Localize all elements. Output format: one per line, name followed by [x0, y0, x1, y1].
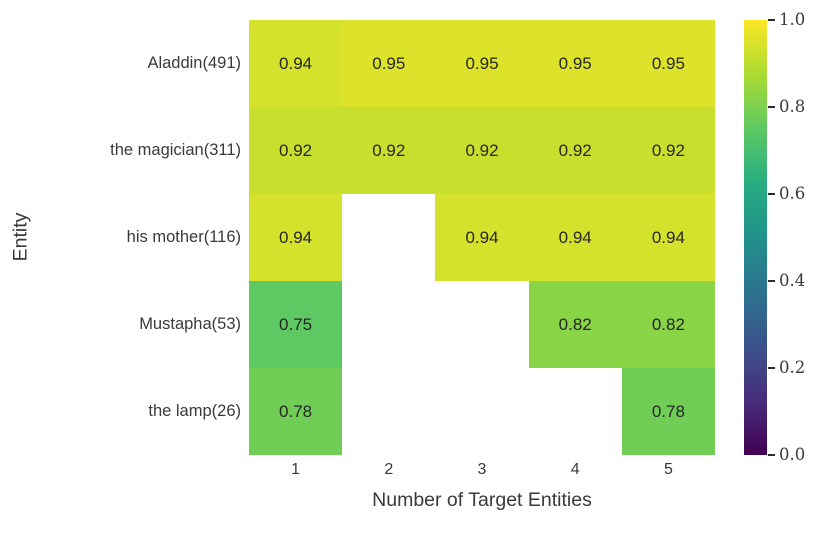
y-tick-label: the lamp(26): [148, 402, 241, 420]
heatmap-cell: 0.95: [621, 20, 715, 107]
heatmap-cell: 0.95: [435, 20, 529, 107]
colorbar-tick-label: 0.8: [779, 97, 806, 117]
colorbar-tick-label: 1.0: [779, 10, 806, 30]
heatmap-cell: 0.94: [249, 194, 343, 281]
x-tick-label: 4: [570, 461, 580, 478]
heatmap-grid: 0.94 0.95 0.95 0.95 0.95 0.92 0.92 0.92 0.92 0.92…: [249, 20, 715, 455]
x-tick-label: 5: [663, 461, 673, 478]
heatmap-cell: 0.94: [621, 194, 715, 281]
colorbar-tick-mark: [768, 193, 775, 195]
heatmap-cell: 0.92: [435, 107, 529, 194]
colorbar-tick-mark: [768, 106, 775, 108]
x-tick-label: 2: [384, 461, 394, 478]
heatmap-cell: 0.92: [528, 107, 622, 194]
heatmap-cell: 0.94: [435, 194, 529, 281]
heatmap-cell: 0.95: [528, 20, 622, 107]
heatmap-cell: 0.75: [249, 281, 343, 368]
colorbar-tick-mark: [768, 454, 775, 456]
x-tick-label: 1: [291, 461, 301, 478]
y-tick-label: Aladdin(491): [147, 54, 241, 72]
heatmap-cell: 0.92: [342, 107, 436, 194]
colorbar-tick-label: 0.0: [779, 445, 806, 465]
heatmap-cell: 0.82: [621, 281, 715, 368]
colorbar-tick-mark: [768, 367, 775, 369]
heatmap-cell: 0.94: [249, 20, 343, 107]
y-tick-label: his mother(116): [126, 228, 241, 246]
x-tick-label: 3: [477, 461, 487, 478]
colorbar-tick-label: 0.4: [779, 271, 806, 291]
x-axis-title: Number of Target Entities: [372, 489, 592, 511]
colorbar-gradient: [744, 20, 767, 455]
heatmap-cell: 0.78: [621, 368, 715, 455]
y-tick-label: Mustapha(53): [139, 315, 241, 333]
colorbar-tick-mark: [768, 19, 775, 21]
colorbar-tick-label: 0.6: [779, 184, 806, 204]
heatmap-cell: 0.78: [249, 368, 343, 455]
heatmap-cell: 0.95: [342, 20, 436, 107]
heatmap-cell: 0.92: [621, 107, 715, 194]
colorbar-tick-mark: [768, 280, 775, 282]
heatmap-cell: 0.92: [249, 107, 343, 194]
y-tick-label: the magician(311): [110, 141, 241, 159]
heatmap-cell: 0.82: [528, 281, 622, 368]
colorbar-tick-label: 0.2: [779, 358, 806, 378]
heatmap-cell: 0.94: [528, 194, 622, 281]
